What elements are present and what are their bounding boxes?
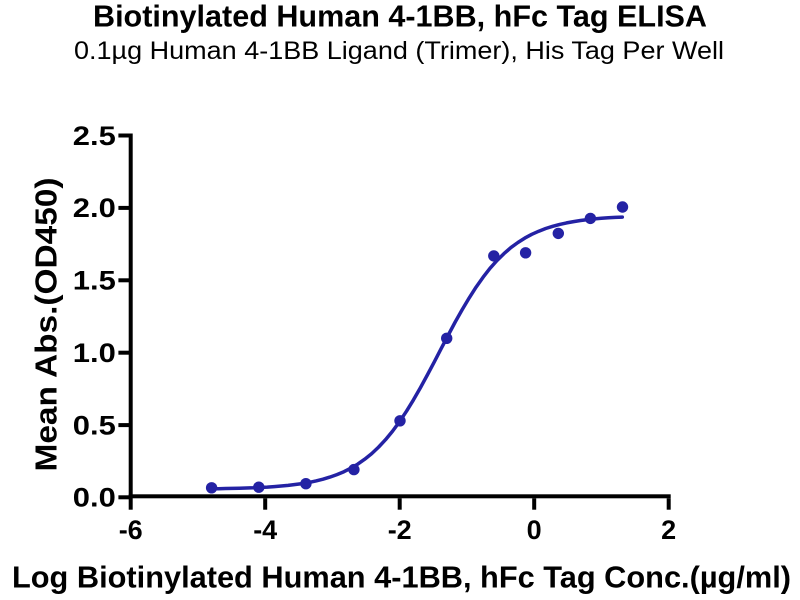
svg-text:-2: -2 [388,515,412,545]
svg-text:2.5: 2.5 [73,121,116,151]
svg-text:Mean Abs.(OD450): Mean Abs.(OD450) [30,178,64,472]
svg-text:1.0: 1.0 [73,338,116,368]
svg-text:0.0: 0.0 [73,483,116,513]
svg-text:Log Biotinylated Human 4-1BB,: Log Biotinylated Human 4-1BB, hFc Tag Co… [12,561,791,595]
svg-text:-4: -4 [253,515,277,545]
svg-text:2: 2 [661,515,676,545]
svg-text:0: 0 [527,515,542,545]
svg-text:Biotinylated Human 4-1BB, hFc: Biotinylated Human 4-1BB, hFc Tag ELISA [93,0,707,33]
svg-text:-6: -6 [119,515,143,545]
svg-text:0.5: 0.5 [73,410,116,440]
svg-text:2.0: 2.0 [73,193,116,223]
svg-text:0.1µg Human 4-1BB Ligand (Trim: 0.1µg Human 4-1BB Ligand (Trimer), His T… [74,37,724,65]
svg-text:1.5: 1.5 [73,266,116,296]
